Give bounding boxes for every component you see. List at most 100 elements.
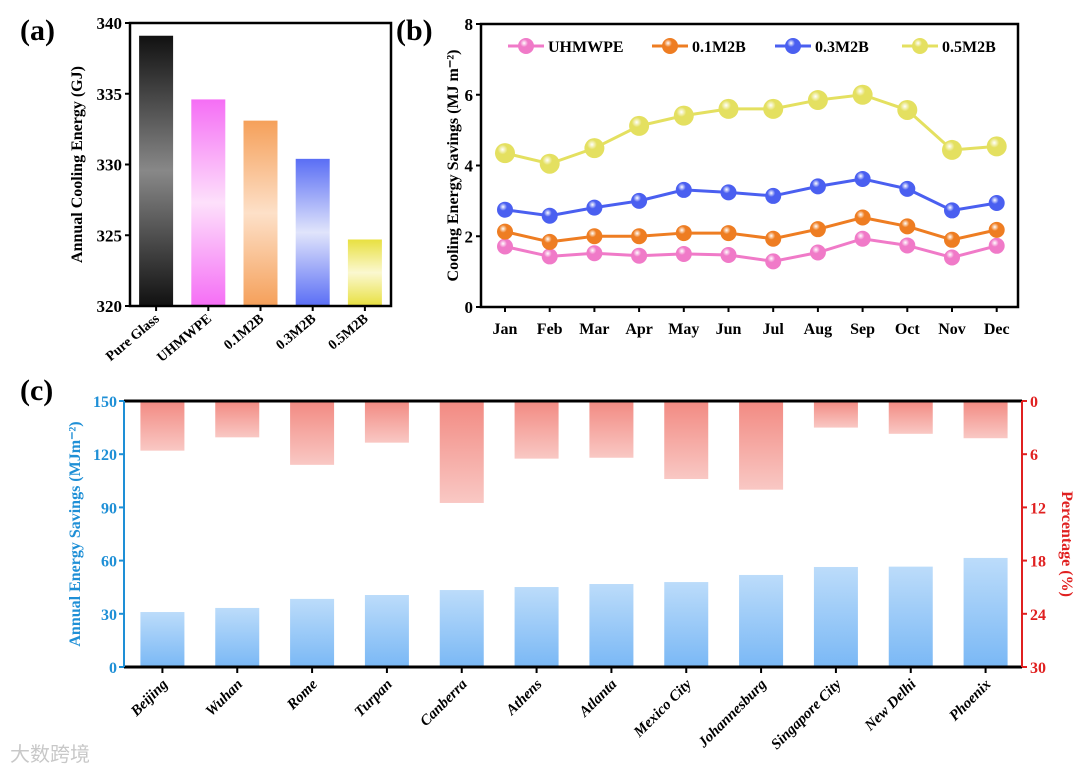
savings-bar-turpan <box>364 595 409 667</box>
point-0-5m2b-jun <box>718 98 739 119</box>
point-0-3m2b-oct <box>899 180 916 197</box>
percentage-bar-canberra <box>439 401 484 503</box>
savings-bar-mexico-city <box>664 582 709 667</box>
x-tick-label: Beijing <box>127 676 171 720</box>
bar-pure-glass <box>139 35 174 307</box>
x-tick-label: Athens <box>503 676 546 719</box>
percentage-bar-singapore-city <box>813 401 858 428</box>
legend-marker-0-5m2b <box>912 38 928 54</box>
y2-tick-label: 18 <box>1030 554 1046 571</box>
point-0-3m2b-nov <box>944 202 960 219</box>
point-0-3m2b-dec <box>988 194 1005 211</box>
y2-tick-label: 24 <box>1030 607 1046 624</box>
percentage-bar-beijing <box>140 401 185 451</box>
legend-label-0-3m2b: 0.3M2B <box>815 39 869 56</box>
y-tick-label: 4 <box>465 157 474 176</box>
x-tick-label: Mexico City <box>630 676 695 741</box>
x-tick-label: Turpan <box>352 677 396 721</box>
panel-c-label: (c) <box>20 374 53 407</box>
x-tick-label: UHMWPE <box>155 312 215 366</box>
savings-bar-atlanta <box>589 584 634 667</box>
point-uhmwpe-jun <box>720 246 737 263</box>
point-0-5m2b-may <box>673 105 694 126</box>
point-0-1m2b-dec <box>988 221 1005 238</box>
point-0-3m2b-aug <box>809 178 826 195</box>
x-tick-label: Johannesburg <box>695 676 770 751</box>
percentage-bar-athens <box>514 401 559 459</box>
plot-frame <box>479 22 1020 309</box>
y-tick-label: 335 <box>97 85 123 104</box>
point-0-5m2b-apr <box>629 115 650 136</box>
y-tick-label: 340 <box>97 14 123 33</box>
x-tick-label: Jun <box>716 321 742 338</box>
watermark: 大数跨境 <box>10 742 90 766</box>
panel-b-chart: 0 2 4 6 8 Jan Feb Mar Apr May Jun Jul Aug Sep Oct Nov De… <box>445 15 1020 338</box>
y-tick-label: 2 <box>465 227 474 246</box>
savings-bar-singapore-city <box>813 566 858 667</box>
point-0-1m2b-mar <box>586 228 603 245</box>
percentage-bar-atlanta <box>589 401 634 458</box>
x-tick-label: Singapore City <box>768 676 845 753</box>
y-tick-label: 320 <box>97 297 123 316</box>
x-tick-label: Canberra <box>417 676 471 730</box>
point-0-3m2b-sep <box>854 170 871 187</box>
legend-label-uhmwpe: UHMWPE <box>548 39 624 56</box>
point-uhmwpe-oct <box>899 237 916 254</box>
point-uhmwpe-mar <box>586 245 603 262</box>
point-0-5m2b-oct <box>897 99 918 120</box>
y-tick-label: 60 <box>101 554 117 571</box>
point-0-1m2b-may <box>675 225 692 242</box>
point-0-1m2b-feb <box>541 233 558 250</box>
panel-c-chart: Beijing Wuhan Rome Turpan Canberra Athens Atla… <box>67 394 1075 753</box>
point-0-1m2b-oct <box>899 218 916 235</box>
y-axis-label: Annual Cooling Energy (GJ) <box>69 66 86 263</box>
y-tick-label: 6 <box>465 86 474 105</box>
percentage-bar-wuhan <box>215 401 260 438</box>
series-line-uhmwpe <box>504 237 998 263</box>
y-tick-label: 0 <box>465 298 474 317</box>
point-uhmwpe-aug <box>809 244 826 261</box>
point-0-5m2b-jul <box>763 98 784 119</box>
point-0-3m2b-mar <box>586 199 603 216</box>
x-tick-label: Jan <box>493 321 518 338</box>
point-0-3m2b-may <box>675 181 692 198</box>
x-tick-label: Sep <box>850 321 875 338</box>
percentage-bar-phoenix <box>963 401 1008 439</box>
point-0-5m2b-aug <box>807 90 828 111</box>
y2-tick-label: 30 <box>1030 660 1046 677</box>
point-0-1m2b-jan <box>497 223 513 240</box>
point-0-5m2b-feb <box>539 153 560 174</box>
series-line-0-5m2b <box>504 93 997 166</box>
point-0-1m2b-nov <box>944 231 960 248</box>
x-tick-label: Oct <box>895 321 921 338</box>
point-uhmwpe-apr <box>631 247 648 264</box>
bar-0-5m2b <box>347 239 382 306</box>
y2-tick-label: 6 <box>1030 447 1038 464</box>
y-tick-label: 8 <box>465 15 474 34</box>
x-tick-label: May <box>668 321 699 338</box>
y2-axis-label: Percentage (%) <box>1058 491 1075 597</box>
y-tick-label: 0 <box>109 660 117 677</box>
point-uhmwpe-feb <box>541 248 558 265</box>
percentage-bar-turpan <box>364 401 409 443</box>
point-0-5m2b-nov <box>942 139 962 160</box>
legend-label-0-1m2b: 0.1M2B <box>692 39 746 56</box>
y2-tick-label: 0 <box>1030 394 1038 411</box>
point-0-5m2b-sep <box>852 84 873 105</box>
x-tick-label: Pure Glass <box>103 311 163 364</box>
x-tick-label: Aug <box>804 321 832 338</box>
point-0-3m2b-feb <box>541 207 558 224</box>
x-tick-label: 0.3M2B <box>274 312 320 354</box>
y-tick-label: 120 <box>93 447 117 464</box>
series-line-0-1m2b <box>504 215 998 244</box>
point-0-5m2b-dec <box>986 136 1007 157</box>
x-tick-label: New Delhi <box>861 676 920 735</box>
point-uhmwpe-jul <box>765 253 782 270</box>
savings-bar-johannesburg <box>739 574 784 667</box>
y-axis-label: Cooling Energy Savings (MJ m⁻²) <box>445 50 462 282</box>
panel-a-label: (a) <box>20 14 55 47</box>
bar-0-1m2b <box>243 120 278 306</box>
percentage-bar-rome <box>290 401 335 465</box>
x-tick-label: Wuhan <box>203 677 246 720</box>
